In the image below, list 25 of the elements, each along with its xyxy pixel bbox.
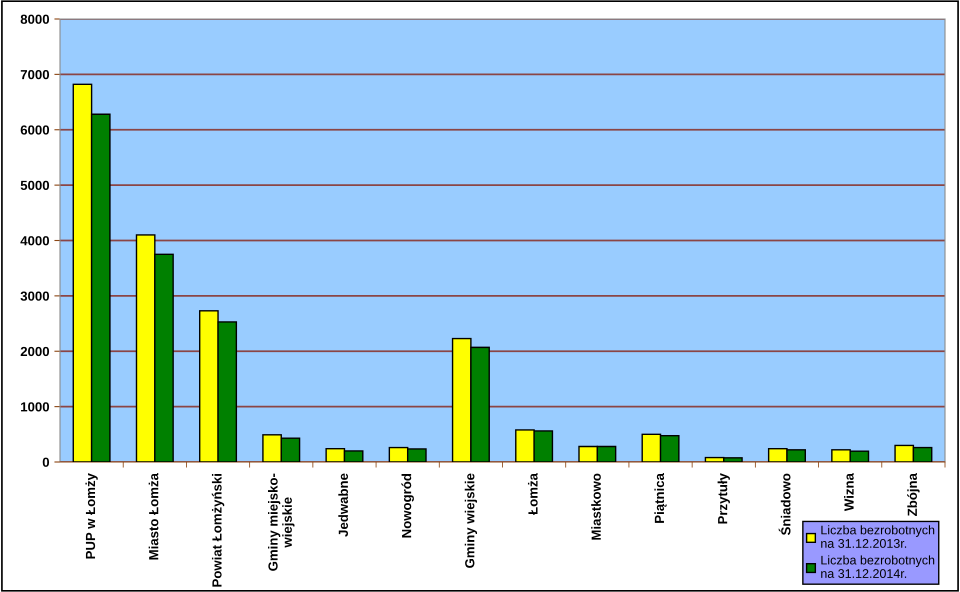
legend-label: Liczba bezrobotnych na 31.12.2013r.	[821, 525, 934, 548]
x-tick-label: Wizna	[844, 473, 854, 512]
y-tick-label: 3000	[20, 291, 50, 301]
x-tick-label: Nowogród	[401, 474, 414, 538]
x-tick-label: Powiat Łomżyński	[212, 474, 224, 587]
x-tick-label: Miastkowo	[591, 474, 601, 540]
y-tick-label: 4000	[20, 236, 50, 246]
y-tick-label: 6000	[20, 125, 50, 135]
y-tick-label: 8000	[20, 14, 50, 24]
x-tick-label: Gminy wiejskie	[464, 474, 478, 568]
x-tick-label: Jedwabne	[338, 474, 348, 537]
y-tick-label: 7000	[20, 70, 50, 80]
y-tick-label: 2000	[20, 346, 50, 356]
x-tick-label: Piątnica	[654, 473, 667, 523]
y-tick-label: 0	[42, 458, 50, 467]
x-tick-label: Miasto Łomża	[148, 473, 158, 560]
y-tick-label: 5000	[20, 180, 50, 190]
x-tick-label: Zbójna	[907, 473, 920, 516]
legend-label: Liczba bezrobotnych na 31.12.2014r.	[821, 555, 934, 578]
x-tick-label: Śniadowo	[778, 474, 791, 536]
x-tick-label: PUP w Łomży	[85, 473, 98, 559]
x-tick-label: Łomża	[528, 473, 538, 515]
x-tick-label: Przytuły	[718, 473, 730, 524]
x-tick-label: Gminy miejsko- wiejskie	[268, 474, 295, 571]
y-tick-label: 1000	[21, 402, 50, 412]
